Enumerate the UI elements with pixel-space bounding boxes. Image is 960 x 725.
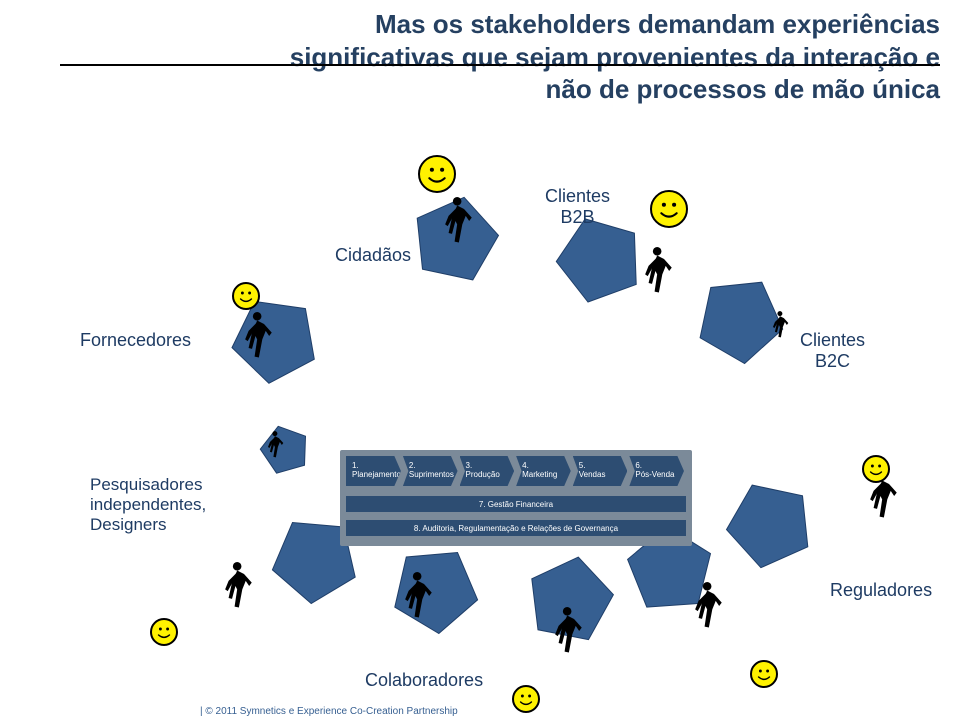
value-chain-step: 2.Suprimentos <box>403 456 458 486</box>
person-icon <box>640 245 674 297</box>
title-underline <box>60 64 940 66</box>
stakeholder-label-b2b: Clientes B2B <box>545 186 610 228</box>
value-chain-row: 1.Planejamento2.Suprimentos3.Produção4.M… <box>346 456 686 486</box>
step-label: Planejamento <box>352 471 401 480</box>
step-label: Marketing <box>522 471 571 480</box>
person-icon <box>240 310 274 362</box>
person-icon <box>440 195 474 247</box>
value-chain-bar-8: 8. Auditoria, Regulamentação e Relações … <box>346 520 686 536</box>
stakeholder-label-pesq: Pesquisadores independentes, Designers <box>90 475 206 535</box>
value-chain-panel: 1.Planejamento2.Suprimentos3.Produção4.M… <box>340 450 692 546</box>
smiley-icon <box>150 618 178 646</box>
person-icon <box>550 605 584 657</box>
stakeholder-label-b2c: Clientes B2C <box>800 330 865 372</box>
smiley-icon <box>750 660 778 688</box>
value-chain-bar-7: 7. Gestão Financeira <box>346 496 686 512</box>
step-label: Pós-Venda <box>635 471 684 480</box>
title-line2: significativas que sejam provenientes da… <box>290 42 940 72</box>
person-icon <box>265 430 285 460</box>
smiley-icon <box>418 155 456 193</box>
value-chain-step: 1.Planejamento <box>346 456 401 486</box>
value-chain-step: 6.Pós-Venda <box>629 456 684 486</box>
person-icon <box>220 560 254 612</box>
stakeholder-label-cidadaos: Cidadãos <box>335 245 411 266</box>
step-label: Vendas <box>579 471 628 480</box>
stakeholder-label-fornecedores: Fornecedores <box>80 330 191 351</box>
smiley-icon <box>650 190 688 228</box>
title-line3: não de processos de mão única <box>546 74 940 104</box>
page-title: Mas os stakeholders demandam experiência… <box>60 8 940 106</box>
value-chain-step: 5.Vendas <box>573 456 628 486</box>
value-chain-step: 3.Produção <box>460 456 515 486</box>
person-icon <box>400 570 434 622</box>
stakeholder-label-reguladores: Reguladores <box>830 580 932 601</box>
person-icon <box>770 310 790 340</box>
step-label: Produção <box>466 471 515 480</box>
smiley-icon <box>862 455 890 483</box>
copyright-footer: | © 2011 Symnetics e Experience Co-Creat… <box>200 706 458 717</box>
step-label: Suprimentos <box>409 471 458 480</box>
stakeholder-label-colaboradores: Colaboradores <box>365 670 483 691</box>
person-icon <box>690 580 724 632</box>
value-chain-step: 4.Marketing <box>516 456 571 486</box>
smiley-icon <box>512 685 540 713</box>
title-line1: Mas os stakeholders demandam experiência… <box>375 9 940 39</box>
smiley-icon <box>232 282 260 310</box>
arrow-pentagon <box>724 479 816 571</box>
